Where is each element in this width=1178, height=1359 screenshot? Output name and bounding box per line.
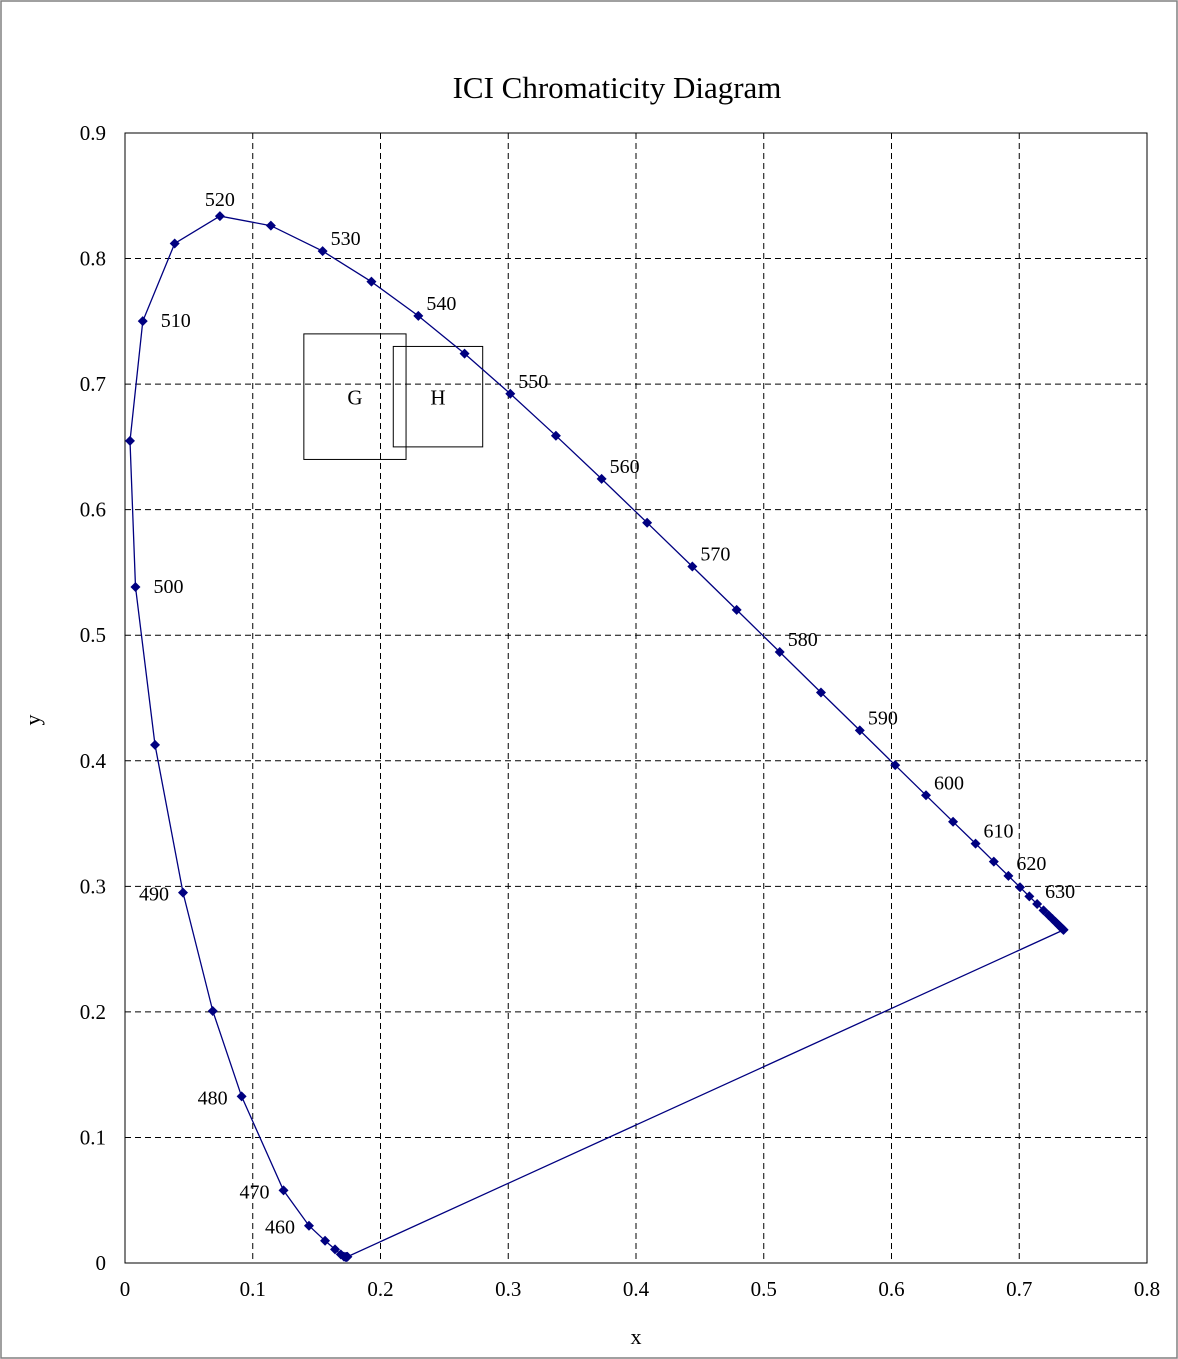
wavelength-label: 490 bbox=[139, 884, 169, 906]
y-tick-label: 0.5 bbox=[80, 623, 106, 647]
wavelength-label: 480 bbox=[198, 1087, 228, 1109]
x-axis-label: x bbox=[631, 1324, 642, 1349]
data-point bbox=[948, 816, 959, 827]
wavelength-label: 630 bbox=[1045, 881, 1075, 903]
data-point bbox=[1038, 905, 1049, 916]
data-point bbox=[265, 220, 276, 231]
data-point bbox=[303, 1220, 314, 1231]
wavelength-label: 580 bbox=[788, 629, 818, 651]
y-tick-label: 0 bbox=[96, 1251, 107, 1275]
data-point bbox=[920, 790, 931, 801]
data-point bbox=[317, 246, 328, 257]
region-h bbox=[392, 345, 484, 448]
data-point bbox=[505, 388, 516, 399]
y-tick-label: 0.3 bbox=[80, 874, 106, 898]
data-point bbox=[1015, 882, 1026, 893]
data-point bbox=[320, 1235, 331, 1246]
data-point bbox=[970, 838, 981, 849]
data-point bbox=[774, 647, 785, 658]
y-tick-label: 0.6 bbox=[80, 498, 106, 522]
wavelength-label: 540 bbox=[426, 293, 456, 315]
wavelength-label: 610 bbox=[984, 821, 1014, 843]
region-label: G bbox=[347, 386, 362, 410]
spectral-locus bbox=[124, 211, 1069, 1262]
data-point bbox=[815, 687, 826, 698]
data-point bbox=[137, 316, 148, 327]
wavelength-label: 620 bbox=[1016, 853, 1046, 875]
data-point bbox=[278, 1185, 289, 1196]
x-tick-label: 0.3 bbox=[495, 1277, 521, 1301]
x-tick-label: 0 bbox=[120, 1277, 131, 1301]
y-tick-label: 0.7 bbox=[80, 372, 106, 396]
x-tick-label: 0.8 bbox=[1134, 1277, 1160, 1301]
x-tick-label: 0.6 bbox=[878, 1277, 904, 1301]
chart-title: ICI Chromaticity Diagram bbox=[453, 70, 782, 105]
wavelength-label: 520 bbox=[205, 189, 235, 211]
data-point bbox=[177, 887, 188, 898]
data-point bbox=[169, 238, 180, 249]
x-tick-label: 0.1 bbox=[240, 1277, 266, 1301]
data-point bbox=[642, 517, 653, 528]
data-point bbox=[596, 473, 607, 484]
x-tick-label: 0.2 bbox=[367, 1277, 393, 1301]
data-point bbox=[150, 739, 161, 750]
data-point bbox=[1032, 899, 1043, 910]
wavelength-label: 530 bbox=[331, 228, 361, 250]
wavelength-label: 500 bbox=[153, 576, 183, 598]
data-point bbox=[366, 276, 377, 287]
data-point bbox=[731, 604, 742, 615]
x-tick-label: 0.7 bbox=[1006, 1277, 1032, 1301]
wavelength-label: 600 bbox=[934, 772, 964, 794]
x-tick-label: 0.5 bbox=[751, 1277, 777, 1301]
data-point bbox=[1003, 870, 1014, 881]
y-axis-label: y bbox=[20, 715, 45, 726]
wavelength-label: 550 bbox=[518, 371, 548, 393]
wavelength-label: 570 bbox=[700, 544, 730, 566]
wavelength-labels: 460 470 480 490 500 510 520 530 540 550 560 570 580 5… bbox=[139, 189, 1075, 1239]
data-point bbox=[124, 435, 135, 446]
data-point bbox=[1024, 891, 1035, 902]
grid-lines bbox=[125, 133, 1147, 1263]
data-point bbox=[335, 1249, 346, 1260]
region-label: H bbox=[430, 386, 445, 410]
wavelength-label: 510 bbox=[161, 310, 191, 332]
tick-labels: 0 0.1 0.2 0.3 0.4 0.5 0.6 0.7 0.8 0 0.1 0.2 0.3 0.4 0.… bbox=[80, 121, 1160, 1301]
data-point bbox=[890, 760, 901, 771]
wavelength-label: 560 bbox=[610, 456, 640, 478]
wavelength-label: 460 bbox=[265, 1217, 295, 1239]
x-tick-label: 0.4 bbox=[623, 1277, 650, 1301]
data-point bbox=[687, 561, 698, 572]
plot-area bbox=[124, 132, 1148, 1264]
data-point bbox=[1058, 924, 1069, 935]
data-point bbox=[550, 430, 561, 441]
data-point bbox=[236, 1091, 247, 1102]
y-tick-label: 0.9 bbox=[80, 121, 106, 145]
data-point bbox=[459, 348, 470, 359]
data-point bbox=[854, 725, 865, 736]
y-tick-label: 0.1 bbox=[80, 1125, 106, 1149]
y-tick-label: 0.8 bbox=[80, 247, 106, 271]
data-point bbox=[214, 211, 225, 222]
data-point bbox=[988, 856, 999, 867]
data-point bbox=[130, 582, 141, 593]
wavelength-label: 590 bbox=[868, 707, 898, 729]
region-g bbox=[303, 333, 407, 460]
y-tick-label: 0.2 bbox=[80, 1000, 106, 1024]
wavelength-label: 470 bbox=[240, 1181, 270, 1203]
data-point bbox=[330, 1244, 341, 1255]
data-point bbox=[207, 1006, 218, 1017]
y-tick-label: 0.4 bbox=[80, 749, 107, 773]
data-point bbox=[413, 310, 424, 321]
